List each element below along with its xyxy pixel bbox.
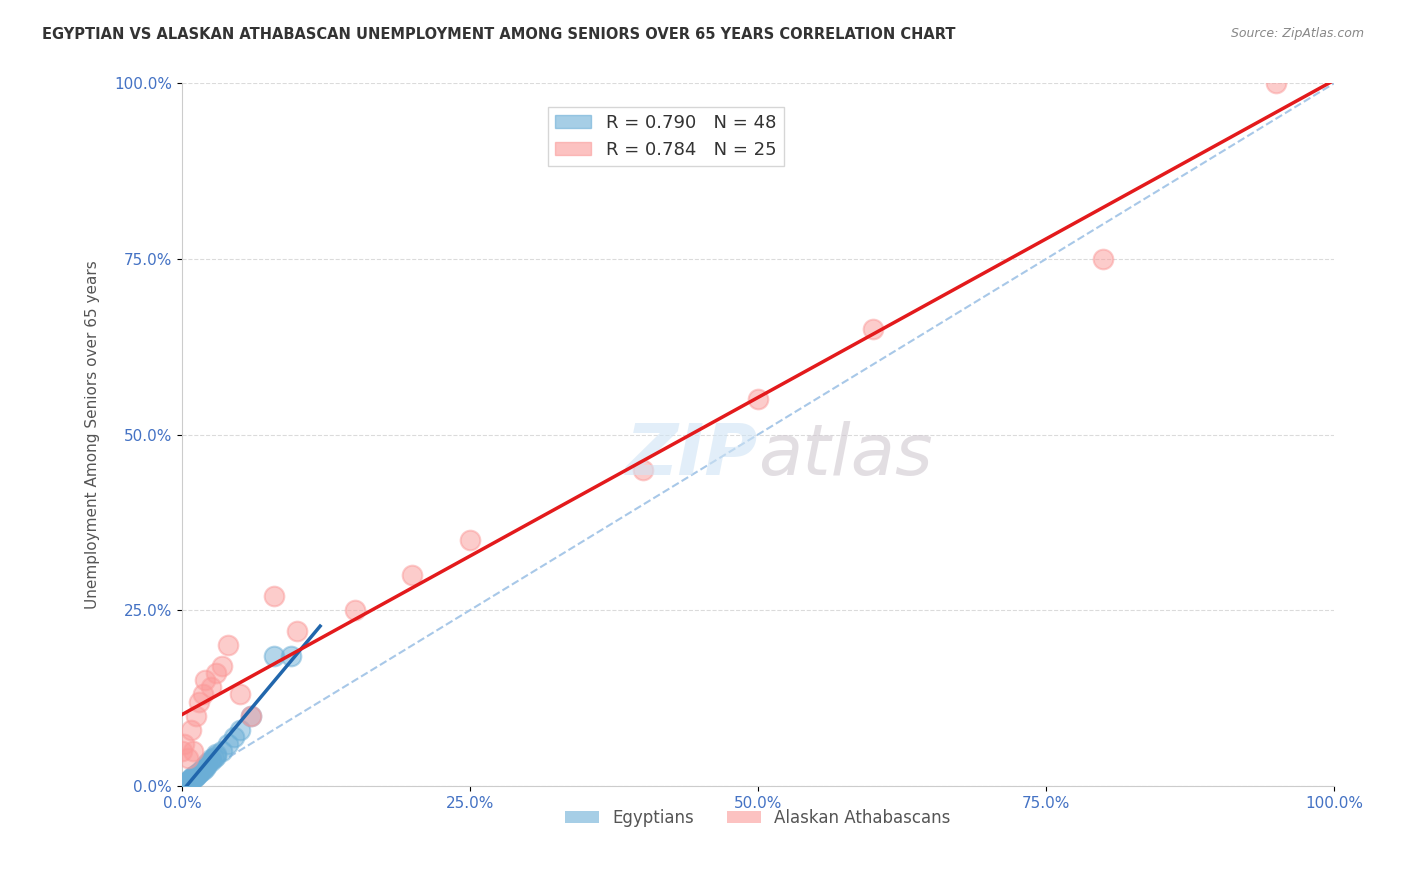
Point bbox=[176, 776, 198, 790]
Point bbox=[173, 779, 195, 793]
Point bbox=[176, 775, 198, 789]
Point bbox=[195, 757, 218, 772]
Point bbox=[194, 761, 217, 775]
Point bbox=[217, 638, 239, 652]
Point bbox=[173, 777, 195, 791]
Point bbox=[179, 773, 201, 788]
Point bbox=[173, 737, 195, 751]
Point bbox=[211, 659, 233, 673]
Point bbox=[176, 775, 198, 789]
Point bbox=[191, 761, 214, 775]
Point bbox=[188, 766, 211, 780]
Legend: Egyptians, Alaskan Athabascans: Egyptians, Alaskan Athabascans bbox=[558, 802, 957, 834]
Text: ZIP: ZIP bbox=[626, 421, 758, 491]
Y-axis label: Unemployment Among Seniors over 65 years: Unemployment Among Seniors over 65 years bbox=[86, 260, 100, 609]
Point bbox=[174, 777, 197, 791]
Point bbox=[177, 774, 200, 789]
Point bbox=[174, 776, 197, 790]
Point bbox=[176, 750, 198, 764]
Point bbox=[200, 681, 222, 695]
Point bbox=[170, 779, 193, 793]
Point bbox=[222, 730, 245, 744]
Point bbox=[211, 744, 233, 758]
Text: Source: ZipAtlas.com: Source: ZipAtlas.com bbox=[1230, 27, 1364, 40]
Point bbox=[184, 708, 207, 723]
Point bbox=[747, 392, 769, 407]
Point bbox=[180, 773, 202, 788]
Point bbox=[240, 708, 263, 723]
Point bbox=[177, 773, 200, 788]
Point bbox=[458, 533, 481, 547]
Point bbox=[181, 770, 204, 784]
Point bbox=[401, 568, 423, 582]
Point bbox=[183, 744, 205, 758]
Point bbox=[177, 773, 200, 788]
Point bbox=[183, 770, 205, 784]
Point bbox=[179, 773, 201, 788]
Point bbox=[217, 737, 239, 751]
Point bbox=[180, 772, 202, 786]
Text: atlas: atlas bbox=[758, 421, 932, 491]
Point bbox=[170, 744, 193, 758]
Point bbox=[183, 768, 205, 782]
Text: EGYPTIAN VS ALASKAN ATHABASCAN UNEMPLOYMENT AMONG SENIORS OVER 65 YEARS CORRELAT: EGYPTIAN VS ALASKAN ATHABASCAN UNEMPLOYM… bbox=[42, 27, 956, 42]
Point bbox=[200, 754, 222, 768]
Point bbox=[1092, 252, 1115, 266]
Point bbox=[631, 463, 654, 477]
Point bbox=[240, 708, 263, 723]
Point bbox=[263, 589, 285, 603]
Point bbox=[862, 322, 884, 336]
Point bbox=[280, 648, 302, 663]
Point bbox=[180, 723, 202, 737]
Point bbox=[188, 694, 211, 708]
Point bbox=[285, 624, 308, 639]
Point bbox=[188, 764, 211, 779]
Point bbox=[228, 688, 250, 702]
Point bbox=[205, 747, 228, 761]
Point bbox=[263, 648, 285, 663]
Point bbox=[184, 769, 207, 783]
Point bbox=[174, 777, 197, 791]
Point bbox=[181, 772, 204, 786]
Point bbox=[202, 750, 225, 764]
Point bbox=[188, 764, 211, 779]
Point bbox=[205, 666, 228, 681]
Point bbox=[205, 749, 228, 764]
Point bbox=[228, 723, 250, 737]
Point bbox=[186, 767, 208, 781]
Point bbox=[183, 770, 205, 784]
Point bbox=[194, 673, 217, 688]
Point bbox=[195, 756, 218, 771]
Point bbox=[183, 772, 205, 786]
Point bbox=[191, 764, 214, 778]
Point bbox=[1265, 77, 1288, 91]
Point bbox=[343, 603, 366, 617]
Point bbox=[194, 759, 217, 773]
Point bbox=[176, 776, 198, 790]
Point bbox=[191, 688, 214, 702]
Point bbox=[200, 752, 222, 766]
Point bbox=[176, 774, 198, 789]
Point bbox=[184, 767, 207, 781]
